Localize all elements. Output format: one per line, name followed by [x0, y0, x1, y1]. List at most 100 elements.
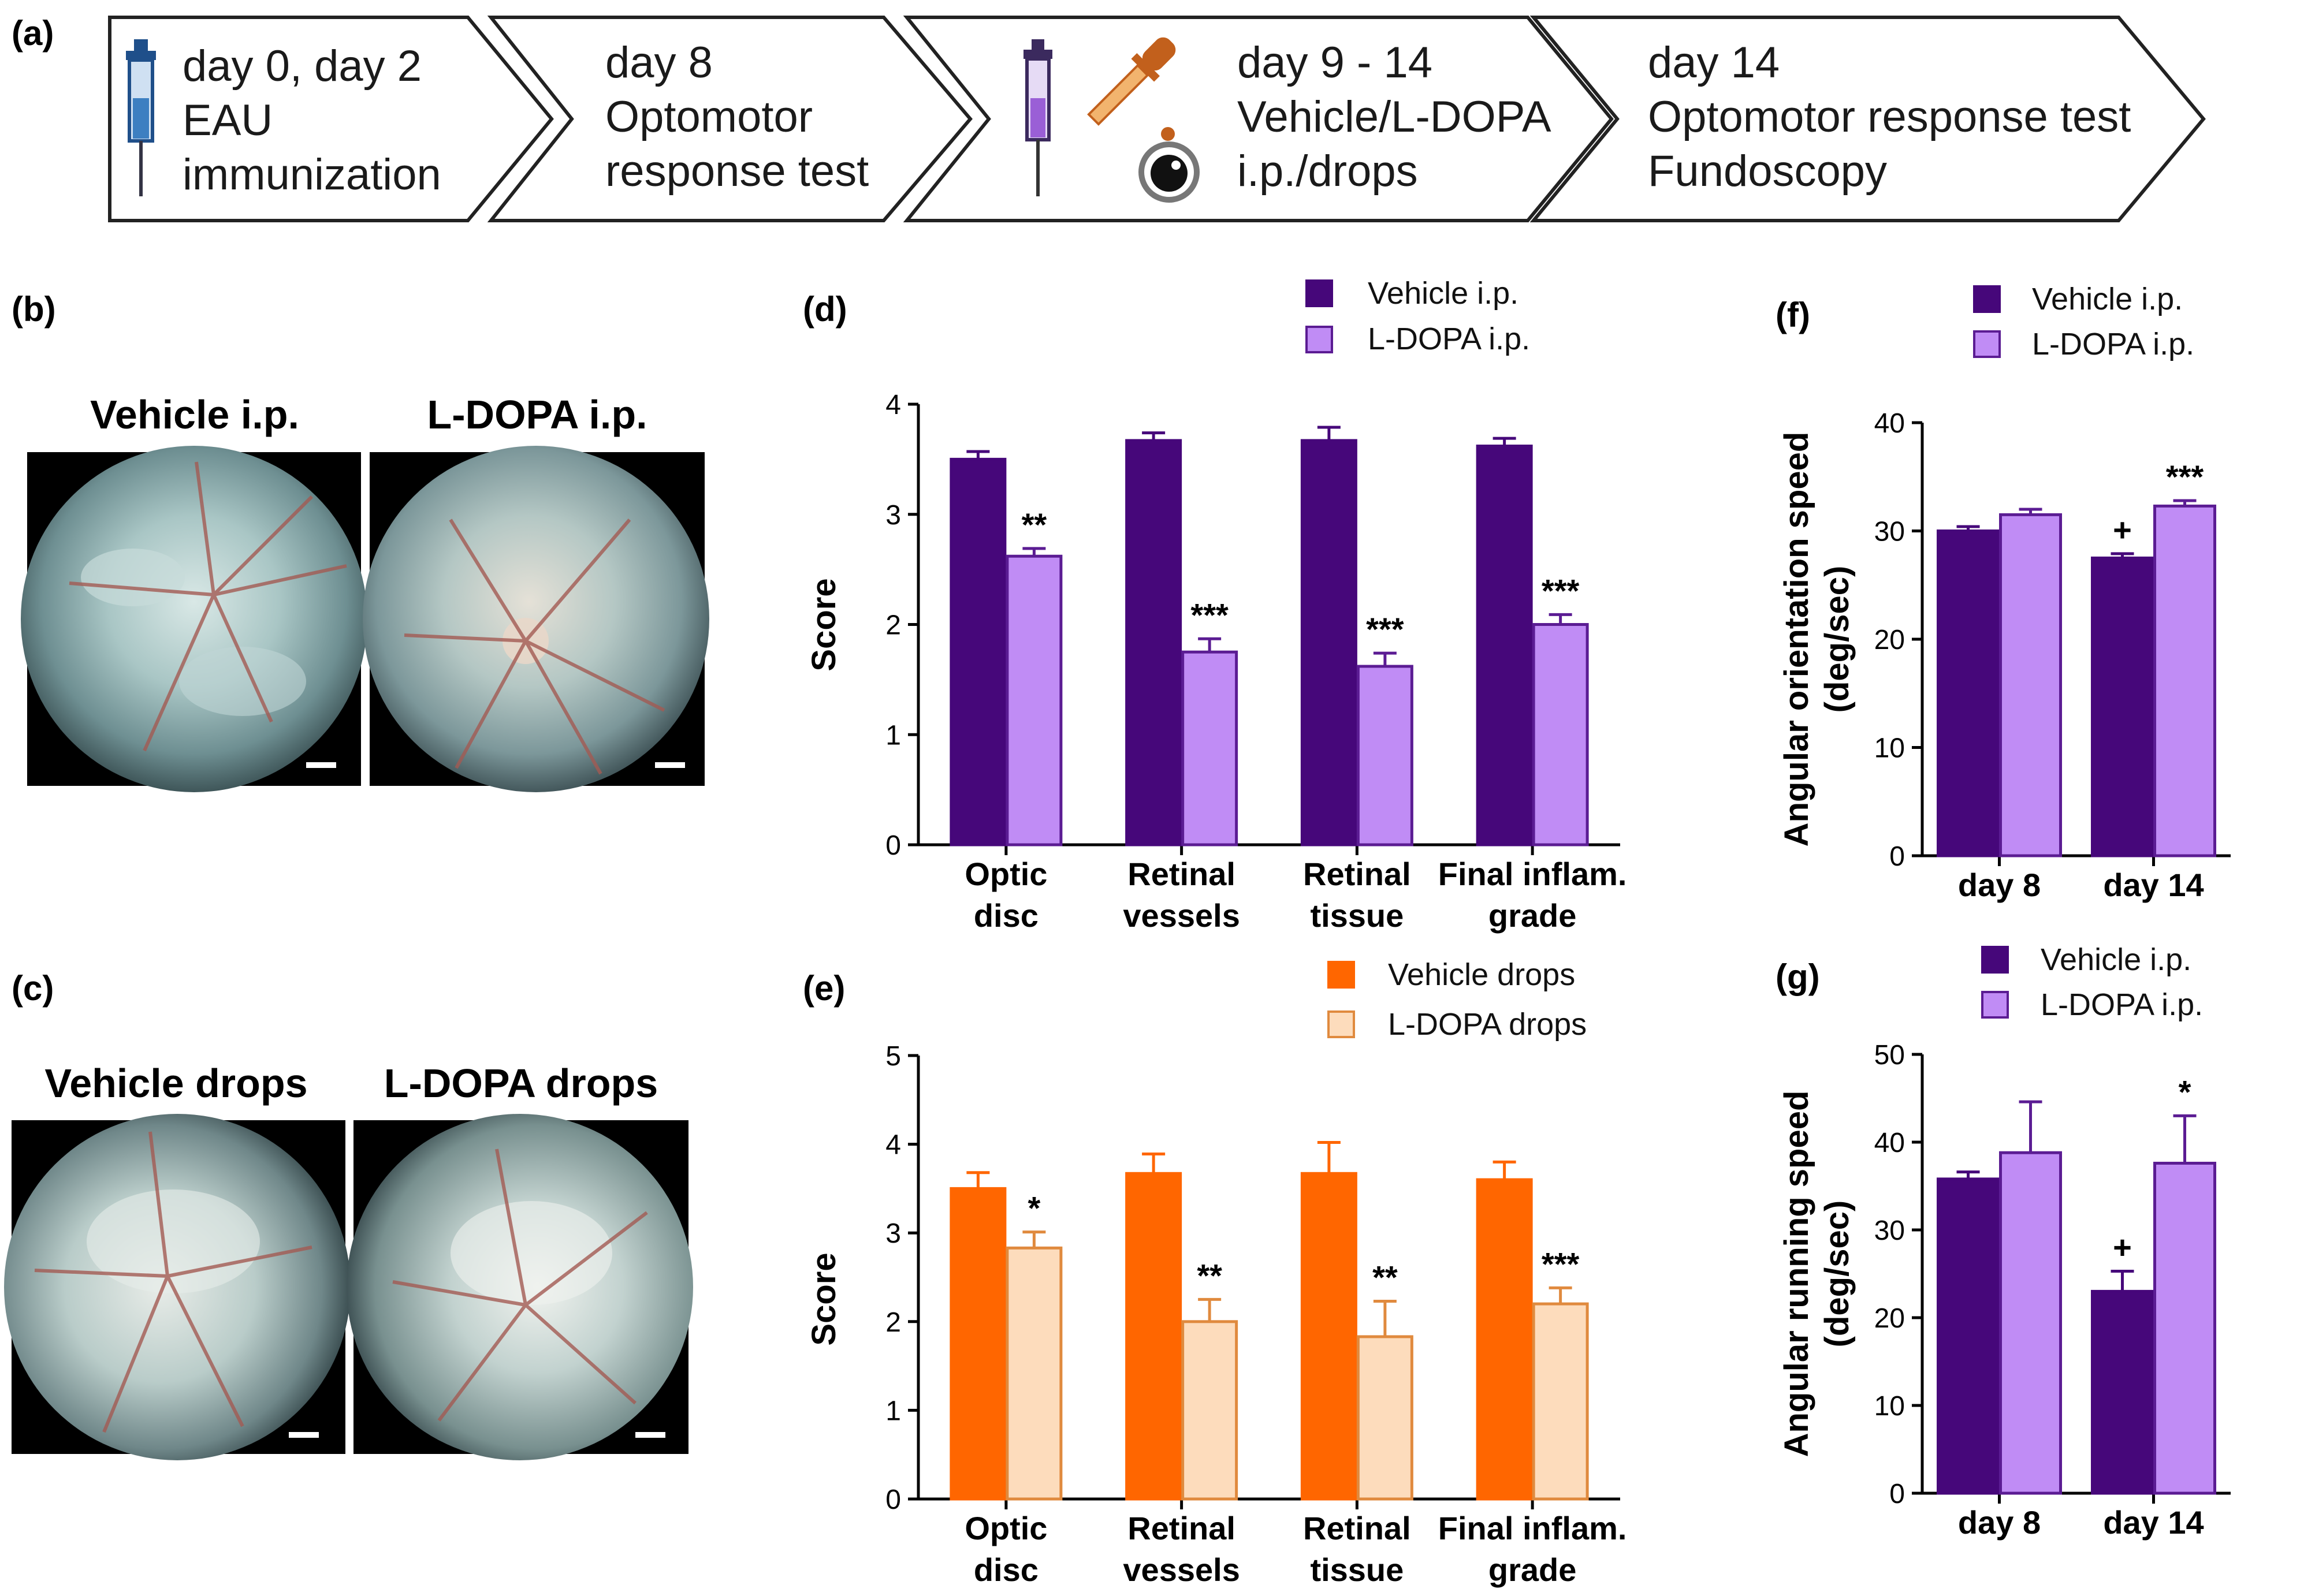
chart-d-bar-ldopa [1006, 554, 1063, 847]
chart-e-y-tick-label: 3 [885, 1218, 901, 1249]
photo-c-left-title: Vehicle drops [44, 1061, 307, 1106]
chart-g-significance-plus: + [2113, 1229, 2132, 1265]
chart-d-significance-star: ** [1022, 506, 1047, 543]
step-1-box [108, 16, 554, 222]
chart-g-x-label: day 14 [2103, 1504, 2204, 1541]
legend-g-label-ldopa-ip: L-DOPA i.p. [2041, 987, 2203, 1022]
chart-f-y-tick-label: 20 [1874, 625, 1905, 655]
chart-g-bar-vehicle [2091, 1289, 2154, 1495]
step-3-box [903, 16, 1614, 222]
step-4-text: day 14 Optomotor response test Fundoscop… [1648, 38, 2131, 196]
syringe-dropper-icon [1023, 37, 1200, 203]
chart-e-y-tick-label: 1 [885, 1396, 901, 1426]
chart-f-x-label: day 8 [1958, 867, 2041, 903]
panel-e-label: (e) [803, 969, 845, 1008]
chart-e-bar-vehicle [1125, 1172, 1182, 1501]
chart-e-x-label: tissue [1310, 1552, 1404, 1588]
step-3-text: day 9 - 14 Vehicle/L-DOPA i.p./drops [1237, 38, 1551, 196]
chart-g-y-tick-label: 0 [1889, 1479, 1905, 1509]
photo-c-right-title: L-DOPA drops [384, 1061, 658, 1106]
chart-f-significance-star: *** [2166, 458, 2204, 495]
panel-d-label: (d) [803, 290, 847, 329]
chart-d-x-label: vessels [1123, 897, 1240, 934]
legend-e-swatch-vehicle-drops [1327, 961, 1355, 989]
chart-d-bar-ldopa [1181, 650, 1238, 847]
legend-d-label-vehicle-ip: Vehicle i.p. [1368, 276, 1518, 311]
chart-e-bar-ldopa [1356, 1335, 1413, 1501]
chart-e-x-label: Final inflam. [1438, 1510, 1627, 1546]
panel-f-label: (f) [1776, 296, 1810, 334]
chart-d-x-label: Retinal [1127, 856, 1235, 892]
photo-b-left-title: Vehicle i.p. [90, 392, 299, 437]
legend-d: Vehicle i.p. L-DOPA i.p. [1305, 276, 1530, 356]
fundus-photo-vehicle-drops [4, 1114, 351, 1460]
chart-g: 0 10 20 30 40 50 day 8 day 14 + * [1874, 1040, 2231, 1541]
chart-g-y-title: Angular running speed (deg/sec) [1778, 1091, 1856, 1457]
chart-e-x-label: disc [974, 1552, 1039, 1588]
chart-g-y-tick-label: 10 [1874, 1391, 1905, 1422]
legend-f-label-ldopa-ip: L-DOPA i.p. [2032, 327, 2194, 361]
chart-e-y-tick-label: 5 [885, 1041, 901, 1072]
chart-d-y-tick-label: 4 [885, 390, 901, 420]
chart-g-y-tick-label: 40 [1874, 1128, 1905, 1158]
step-3-line-1: day 9 - 14 [1237, 38, 1432, 87]
legend-e: Vehicle drops L-DOPA drops [1327, 957, 1587, 1042]
chart-d-y-tick-label: 2 [885, 610, 901, 641]
chart-e-y-tick-label: 0 [885, 1485, 901, 1515]
step-1-text: day 0, day 2 EAU immunization [183, 42, 441, 199]
chart-e-bar-vehicle [1476, 1178, 1533, 1501]
chart-d-y-tick-label: 0 [885, 830, 901, 861]
chart-d-x-label: Optic [965, 856, 1047, 892]
syringe-icon [126, 39, 156, 196]
chart-f-y-tick-label: 10 [1874, 733, 1905, 764]
chart-d-y-title: Score [805, 578, 843, 671]
chart-e-significance-star: * [1028, 1190, 1040, 1226]
legend-g-label-vehicle-ip: Vehicle i.p. [2041, 942, 2191, 977]
legend-f-swatch-vehicle-ip [1973, 285, 2001, 313]
chart-e-bar-ldopa [1006, 1246, 1063, 1501]
chart-g-bar-ldopa [1999, 1151, 2062, 1495]
chart-e-x-label: Optic [965, 1510, 1047, 1546]
chart-d-x-label: Retinal [1303, 856, 1411, 892]
legend-g-swatch-ldopa-ip [1981, 991, 2009, 1019]
step-2-line-2: Optomotor [605, 92, 813, 141]
chart-g-y-title-line-2: (deg/sec) [1818, 1200, 1856, 1348]
chart-d-x-label: tissue [1310, 897, 1404, 934]
chart-d-bar-ldopa [1532, 623, 1589, 847]
step-1-line-2: EAU [183, 96, 273, 145]
timeline: day 0, day 2 EAU immunization day 8 Opto… [108, 16, 2206, 222]
chart-e-bar-ldopa [1532, 1302, 1589, 1501]
chart-d-x-label: disc [974, 897, 1039, 934]
chart-d-x-label: grade [1488, 897, 1577, 934]
fundus-photo-ldopa-ip [363, 446, 709, 792]
step-2-line-3: response test [605, 147, 869, 196]
chart-f-y-tick-label: 40 [1874, 408, 1905, 439]
chart-f-x-label: day 14 [2103, 867, 2204, 903]
chart-e-significance-star: ** [1372, 1259, 1398, 1295]
step-1-line-1: day 0, day 2 [183, 42, 422, 91]
chart-d-bar-ldopa [1356, 665, 1413, 847]
chart-f-y-tick-label: 0 [1889, 841, 1905, 872]
panel-g-label: (g) [1776, 957, 1820, 996]
legend-f: Vehicle i.p. L-DOPA i.p. [1973, 282, 2194, 361]
legend-f-swatch-ldopa-ip [1973, 330, 2001, 358]
chart-e-bar-vehicle [950, 1187, 1007, 1501]
chart-f-significance-plus: + [2113, 512, 2132, 548]
photo-b-right-title: L-DOPA i.p. [427, 392, 647, 437]
chart-f-y-title-line-2: (deg/sec) [1818, 566, 1856, 713]
chart-e-bar-vehicle [1300, 1172, 1357, 1501]
legend-d-swatch-vehicle-ip [1305, 279, 1333, 307]
chart-e-x-label: Retinal [1303, 1510, 1411, 1546]
legend-g-swatch-vehicle-ip [1981, 946, 2009, 974]
fundus-photo-ldopa-drops [347, 1114, 693, 1460]
chart-g-x-label: day 8 [1958, 1504, 2041, 1541]
chart-d-bar-vehicle [1125, 439, 1182, 847]
chart-e: 0 1 2 3 4 5 Optic disc Retinal vessels Retinal tiss… [885, 1041, 1627, 1588]
legend-e-label-vehicle-drops: Vehicle drops [1388, 957, 1575, 992]
panel-a-label: (a) [12, 14, 54, 53]
chart-g-y-tick-label: 30 [1874, 1215, 1905, 1246]
chart-e-bar-ldopa [1181, 1320, 1238, 1501]
chart-g-y-tick-label: 20 [1874, 1303, 1905, 1334]
step-1-line-3: immunization [183, 150, 441, 199]
